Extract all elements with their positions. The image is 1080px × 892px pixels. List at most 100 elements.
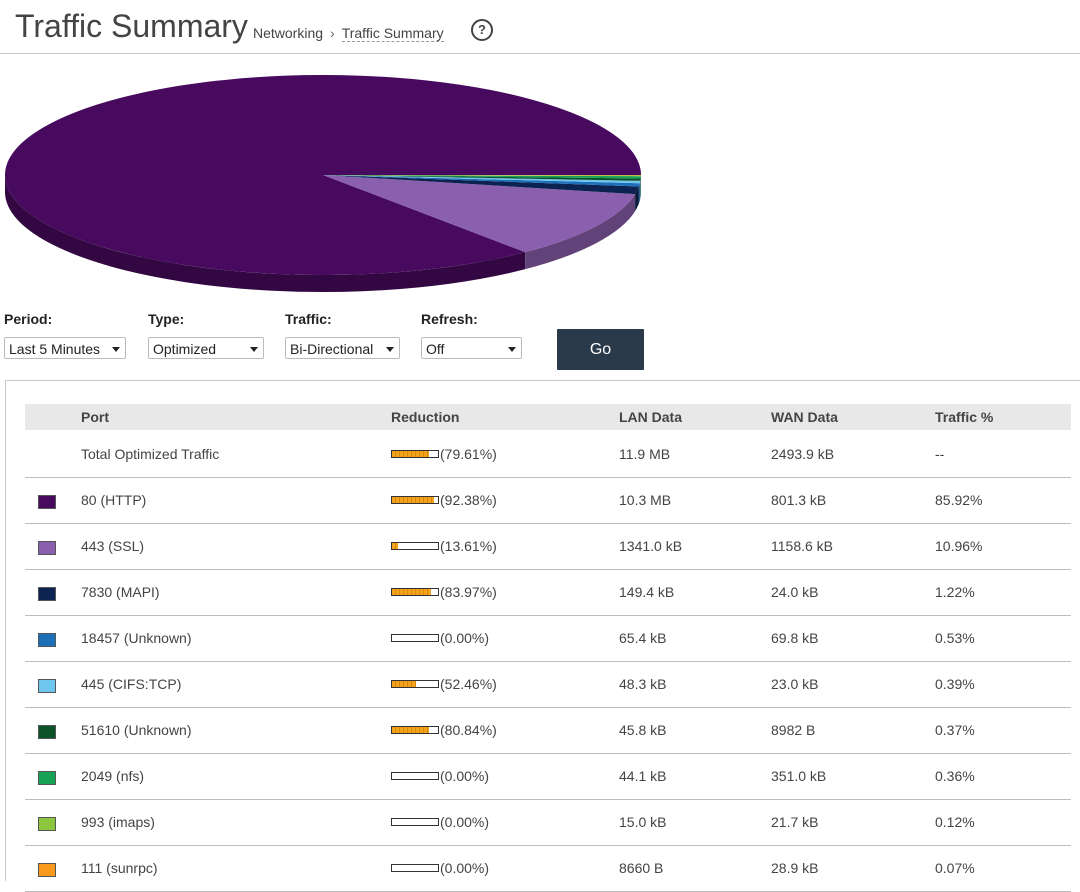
reduction-bar: [391, 726, 439, 734]
type-label: Type:: [148, 311, 264, 327]
refresh-label: Refresh:: [421, 311, 522, 327]
color-swatch: [38, 863, 56, 877]
traffic-pct-cell: --: [935, 431, 944, 477]
col-header-lan-data[interactable]: LAN Data: [619, 404, 682, 430]
wan-data-cell: 801.3 kB: [771, 477, 826, 523]
col-header-port[interactable]: Port: [81, 404, 109, 430]
color-swatch: [38, 817, 56, 831]
color-swatch: [38, 587, 56, 601]
reduction-bar: [391, 588, 439, 596]
port-cell: 18457 (Unknown): [81, 615, 192, 661]
reduction-cell: (79.61%): [440, 431, 497, 477]
color-swatch: [38, 679, 56, 693]
wan-data-cell: 8982 B: [771, 707, 815, 753]
traffic-pct-cell: 1.22%: [935, 569, 975, 615]
chevron-down-icon: [508, 347, 516, 352]
port-cell: 443 (SSL): [81, 523, 144, 569]
port-cell: Total Optimized Traffic: [81, 431, 219, 477]
chevron-down-icon: [112, 347, 120, 352]
traffic-select[interactable]: Bi-Directional: [285, 337, 400, 359]
color-swatch: [38, 633, 56, 647]
reduction-bar-fill: [392, 727, 429, 733]
reduction-cell: (83.97%): [440, 569, 497, 615]
go-button[interactable]: Go: [557, 329, 644, 370]
period-select[interactable]: Last 5 Minutes: [4, 337, 126, 359]
breadcrumb-traffic-summary[interactable]: Traffic Summary: [342, 25, 444, 42]
type-select-value: Optimized: [153, 341, 216, 357]
traffic-pct-cell: 0.53%: [935, 615, 975, 661]
help-icon[interactable]: ?: [471, 19, 493, 41]
breadcrumb-separator: ›: [330, 25, 335, 41]
table-row: Total Optimized Traffic (79.61%) 11.9 MB 24…: [25, 431, 1071, 478]
lan-data-cell: 149.4 kB: [619, 569, 674, 615]
lan-data-cell: 8660 B: [619, 845, 663, 891]
pie-slice-side: [639, 183, 640, 203]
port-cell: 80 (HTTP): [81, 477, 146, 523]
reduction-bar-fill: [392, 681, 416, 687]
reduction-cell: (92.38%): [440, 477, 497, 523]
col-header-traffic-pct[interactable]: Traffic %: [935, 404, 993, 430]
traffic-pie-chart: [0, 68, 660, 303]
lan-data-cell: 45.8 kB: [619, 707, 666, 753]
wan-data-cell: 2493.9 kB: [771, 431, 834, 477]
lan-data-cell: 65.4 kB: [619, 615, 666, 661]
reduction-bar: [391, 496, 439, 504]
color-swatch: [38, 495, 56, 509]
traffic-pct-cell: 85.92%: [935, 477, 982, 523]
breadcrumb: Networking › Traffic Summary: [253, 25, 444, 41]
reduction-bar: [391, 634, 439, 642]
traffic-pct-cell: 10.96%: [935, 523, 982, 569]
lan-data-cell: 15.0 kB: [619, 799, 666, 845]
port-cell: 2049 (nfs): [81, 753, 144, 799]
traffic-pct-cell: 0.37%: [935, 707, 975, 753]
period-label: Period:: [4, 311, 126, 327]
color-swatch: [38, 541, 56, 555]
period-control: Period: Last 5 Minutes: [4, 311, 126, 359]
chevron-down-icon: [250, 347, 258, 352]
traffic-select-value: Bi-Directional: [290, 341, 373, 357]
page-header: Traffic Summary Networking › Traffic Summa…: [0, 0, 1080, 54]
table-header: [25, 404, 1071, 430]
traffic-pct-cell: 0.39%: [935, 661, 975, 707]
reduction-cell: (13.61%): [440, 523, 497, 569]
reduction-bar: [391, 864, 439, 872]
type-select[interactable]: Optimized: [148, 337, 264, 359]
refresh-select[interactable]: Off: [421, 337, 522, 359]
page-title: Traffic Summary: [15, 8, 248, 45]
port-cell: 111 (sunrpc): [81, 845, 158, 891]
reduction-bar: [391, 450, 439, 458]
port-cell: 51610 (Unknown): [81, 707, 192, 753]
table-row: 7830 (MAPI) (83.97%) 149.4 kB 24.0 kB 1.22%: [25, 569, 1071, 616]
color-swatch: [38, 771, 56, 785]
col-header-wan-data[interactable]: WAN Data: [771, 404, 838, 430]
wan-data-cell: 23.0 kB: [771, 661, 818, 707]
port-cell: 7830 (MAPI): [81, 569, 160, 615]
wan-data-cell: 351.0 kB: [771, 753, 826, 799]
pie-slice-side: [640, 181, 641, 200]
traffic-control: Traffic: Bi-Directional: [285, 311, 400, 359]
wan-data-cell: 1158.6 kB: [771, 523, 833, 569]
period-select-value: Last 5 Minutes: [9, 341, 100, 357]
port-cell: 445 (CIFS:TCP): [81, 661, 181, 707]
wan-data-cell: 24.0 kB: [771, 569, 818, 615]
breadcrumb-networking[interactable]: Networking: [253, 25, 323, 41]
col-header-reduction[interactable]: Reduction: [391, 404, 459, 430]
reduction-bar: [391, 680, 439, 688]
wan-data-cell: 69.8 kB: [771, 615, 818, 661]
lan-data-cell: 48.3 kB: [619, 661, 666, 707]
reduction-cell: (0.00%): [440, 799, 489, 845]
table-row: 443 (SSL) (13.61%) 1341.0 kB 1158.6 kB 10.96…: [25, 523, 1071, 570]
reduction-bar-fill: [392, 543, 398, 549]
port-cell: 993 (imaps): [81, 799, 155, 845]
reduction-bar-fill: [392, 589, 431, 595]
lan-data-cell: 1341.0 kB: [619, 523, 682, 569]
traffic-label: Traffic:: [285, 311, 400, 327]
reduction-bar: [391, 542, 439, 550]
lan-data-cell: 11.9 MB: [619, 431, 670, 477]
